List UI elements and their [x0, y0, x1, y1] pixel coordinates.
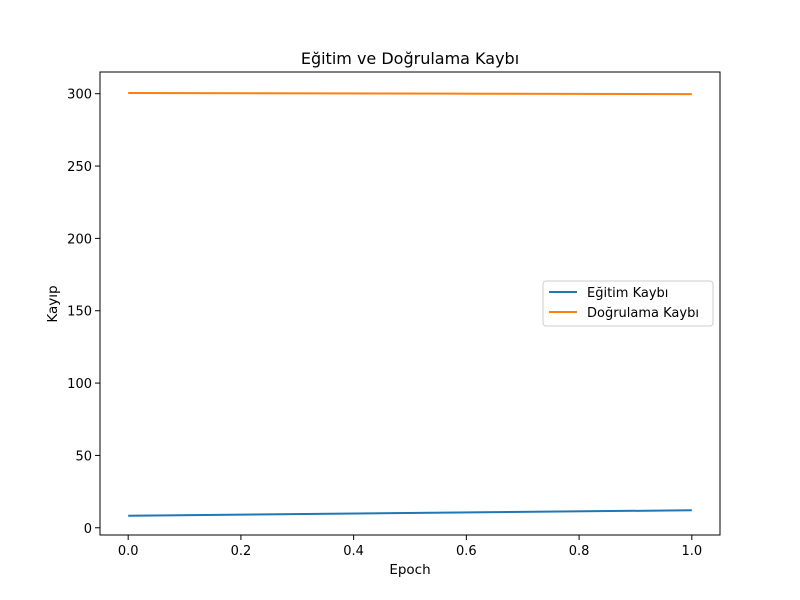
series-layer	[128, 91, 692, 517]
legend-label-dogrulama-kaybi: Doğrulama Kaybı	[587, 306, 699, 321]
series-line-dogrulama-kaybi	[128, 91, 692, 96]
x-axis-ticks: 0.0 0.2 0.4 0.6 0.8 1.0	[118, 535, 702, 559]
y-tick-label: 200	[67, 232, 92, 247]
y-tick-label: 100	[67, 377, 92, 392]
x-tick-label: 0.4	[343, 544, 364, 559]
y-tick-label: 0	[84, 522, 92, 537]
chart-title: Eğitim ve Doğrulama Kaybı	[301, 49, 519, 68]
plot-frame	[99, 71, 721, 536]
x-tick-label: 0.2	[231, 544, 252, 559]
x-tick-label: 0.0	[118, 544, 139, 559]
y-tick-label: 50	[75, 449, 92, 464]
x-tick-label: 0.8	[569, 544, 590, 559]
legend: Eğitim Kaybı Doğrulama Kaybı	[542, 280, 714, 327]
x-tick-label: 1.0	[681, 544, 702, 559]
x-tick-label: 0.6	[456, 544, 477, 559]
series-line-egitim-kaybi	[128, 509, 692, 517]
y-tick-label: 250	[67, 160, 92, 175]
y-tick-label: 150	[67, 305, 92, 320]
y-axis-ticks: 0 50 100 150 200 250 300	[67, 88, 100, 537]
y-axis-label: Kayıp	[45, 285, 61, 322]
legend-label-egitim-kaybi: Eğitim Kaybı	[587, 286, 668, 301]
legend-box	[542, 280, 714, 327]
y-tick-label: 300	[67, 88, 92, 103]
x-axis-label: Epoch	[389, 562, 430, 578]
